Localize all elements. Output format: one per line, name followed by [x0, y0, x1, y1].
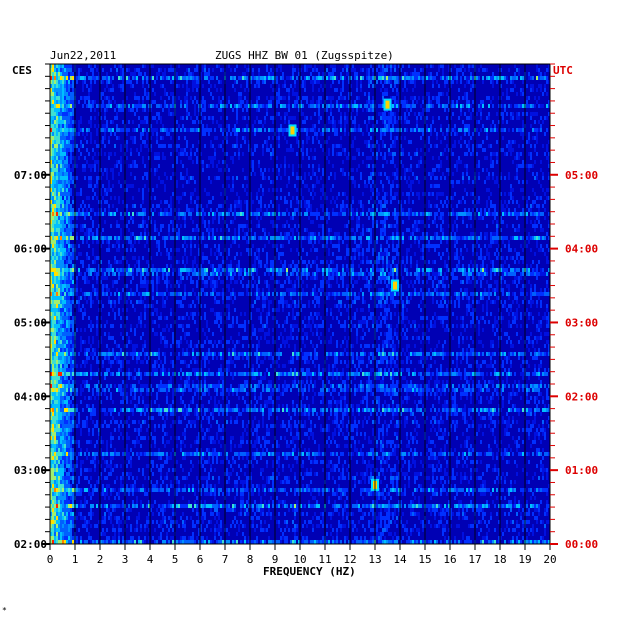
x-tick-label-5: 5 [172, 553, 179, 566]
x-tick-label-1: 1 [72, 553, 79, 566]
x-tick-label-11: 11 [318, 553, 331, 566]
x-tick-label-6: 6 [197, 553, 204, 566]
y-tick-labels-left: 07:00 06:00 05:00 04:00 03:00 02:00 [14, 169, 47, 551]
x-tick-label-17: 17 [468, 553, 481, 566]
x-tick-labels: 0 1 2 3 4 5 6 7 8 9 10 11 12 13 14 15 16 17 18 19 20 [47, 553, 557, 566]
x-tick-label-12: 12 [343, 553, 356, 566]
y-tick-label-right-5: 00:00 [565, 538, 598, 551]
hot-feature-3 [391, 279, 399, 292]
x-tick-label-0: 0 [47, 553, 54, 566]
axis-ticks [42, 63, 558, 550]
y-tick-label-left-5: 02:00 [14, 538, 47, 551]
y-tick-labels-right: 05:00 04:00 03:00 02:00 01:00 00:00 [565, 169, 598, 551]
x-tick-label-4: 4 [147, 553, 154, 566]
y-tick-label-left-1: 06:00 [14, 243, 47, 256]
x-tick-label-3: 3 [122, 553, 129, 566]
y-tick-label-right-0: 05:00 [565, 169, 598, 182]
left-timezone-label: CES [12, 64, 32, 77]
x-tick-label-18: 18 [493, 553, 506, 566]
hot-feature-2 [383, 98, 392, 111]
x-tick-label-20: 20 [543, 553, 556, 566]
y-tick-label-left-4: 03:00 [14, 464, 47, 477]
x-tick-label-15: 15 [418, 553, 431, 566]
x-axis-label: FREQUENCY (HZ) [263, 565, 356, 578]
x-tick-label-8: 8 [247, 553, 254, 566]
y-tick-label-left-3: 04:00 [14, 390, 47, 403]
corner-mark: * [2, 606, 7, 615]
x-tick-label-14: 14 [393, 553, 407, 566]
y-tick-label-right-4: 01:00 [565, 464, 598, 477]
x-tick-label-9: 9 [272, 553, 279, 566]
x-tick-label-16: 16 [443, 553, 456, 566]
y-tick-label-left-2: 05:00 [14, 316, 47, 329]
x-tick-label-2: 2 [97, 553, 104, 566]
y-tick-label-right-2: 03:00 [565, 316, 598, 329]
x-tick-label-10: 10 [293, 553, 306, 566]
y-tick-label-left-0: 07:00 [14, 169, 47, 182]
date-label: Jun22,2011 [50, 49, 117, 62]
y-tick-label-right-1: 04:00 [565, 243, 598, 256]
hot-feature-1 [288, 124, 297, 137]
grid-lines [49, 64, 551, 544]
right-timezone-label: UTC [553, 64, 573, 77]
chart-title: ZUGS HHZ BW 01 (Zugsspitze) [215, 49, 394, 62]
x-tick-label-13: 13 [368, 553, 381, 566]
x-tick-label-7: 7 [222, 553, 229, 566]
x-tick-label-19: 19 [518, 553, 531, 566]
y-tick-label-right-3: 02:00 [565, 390, 598, 403]
